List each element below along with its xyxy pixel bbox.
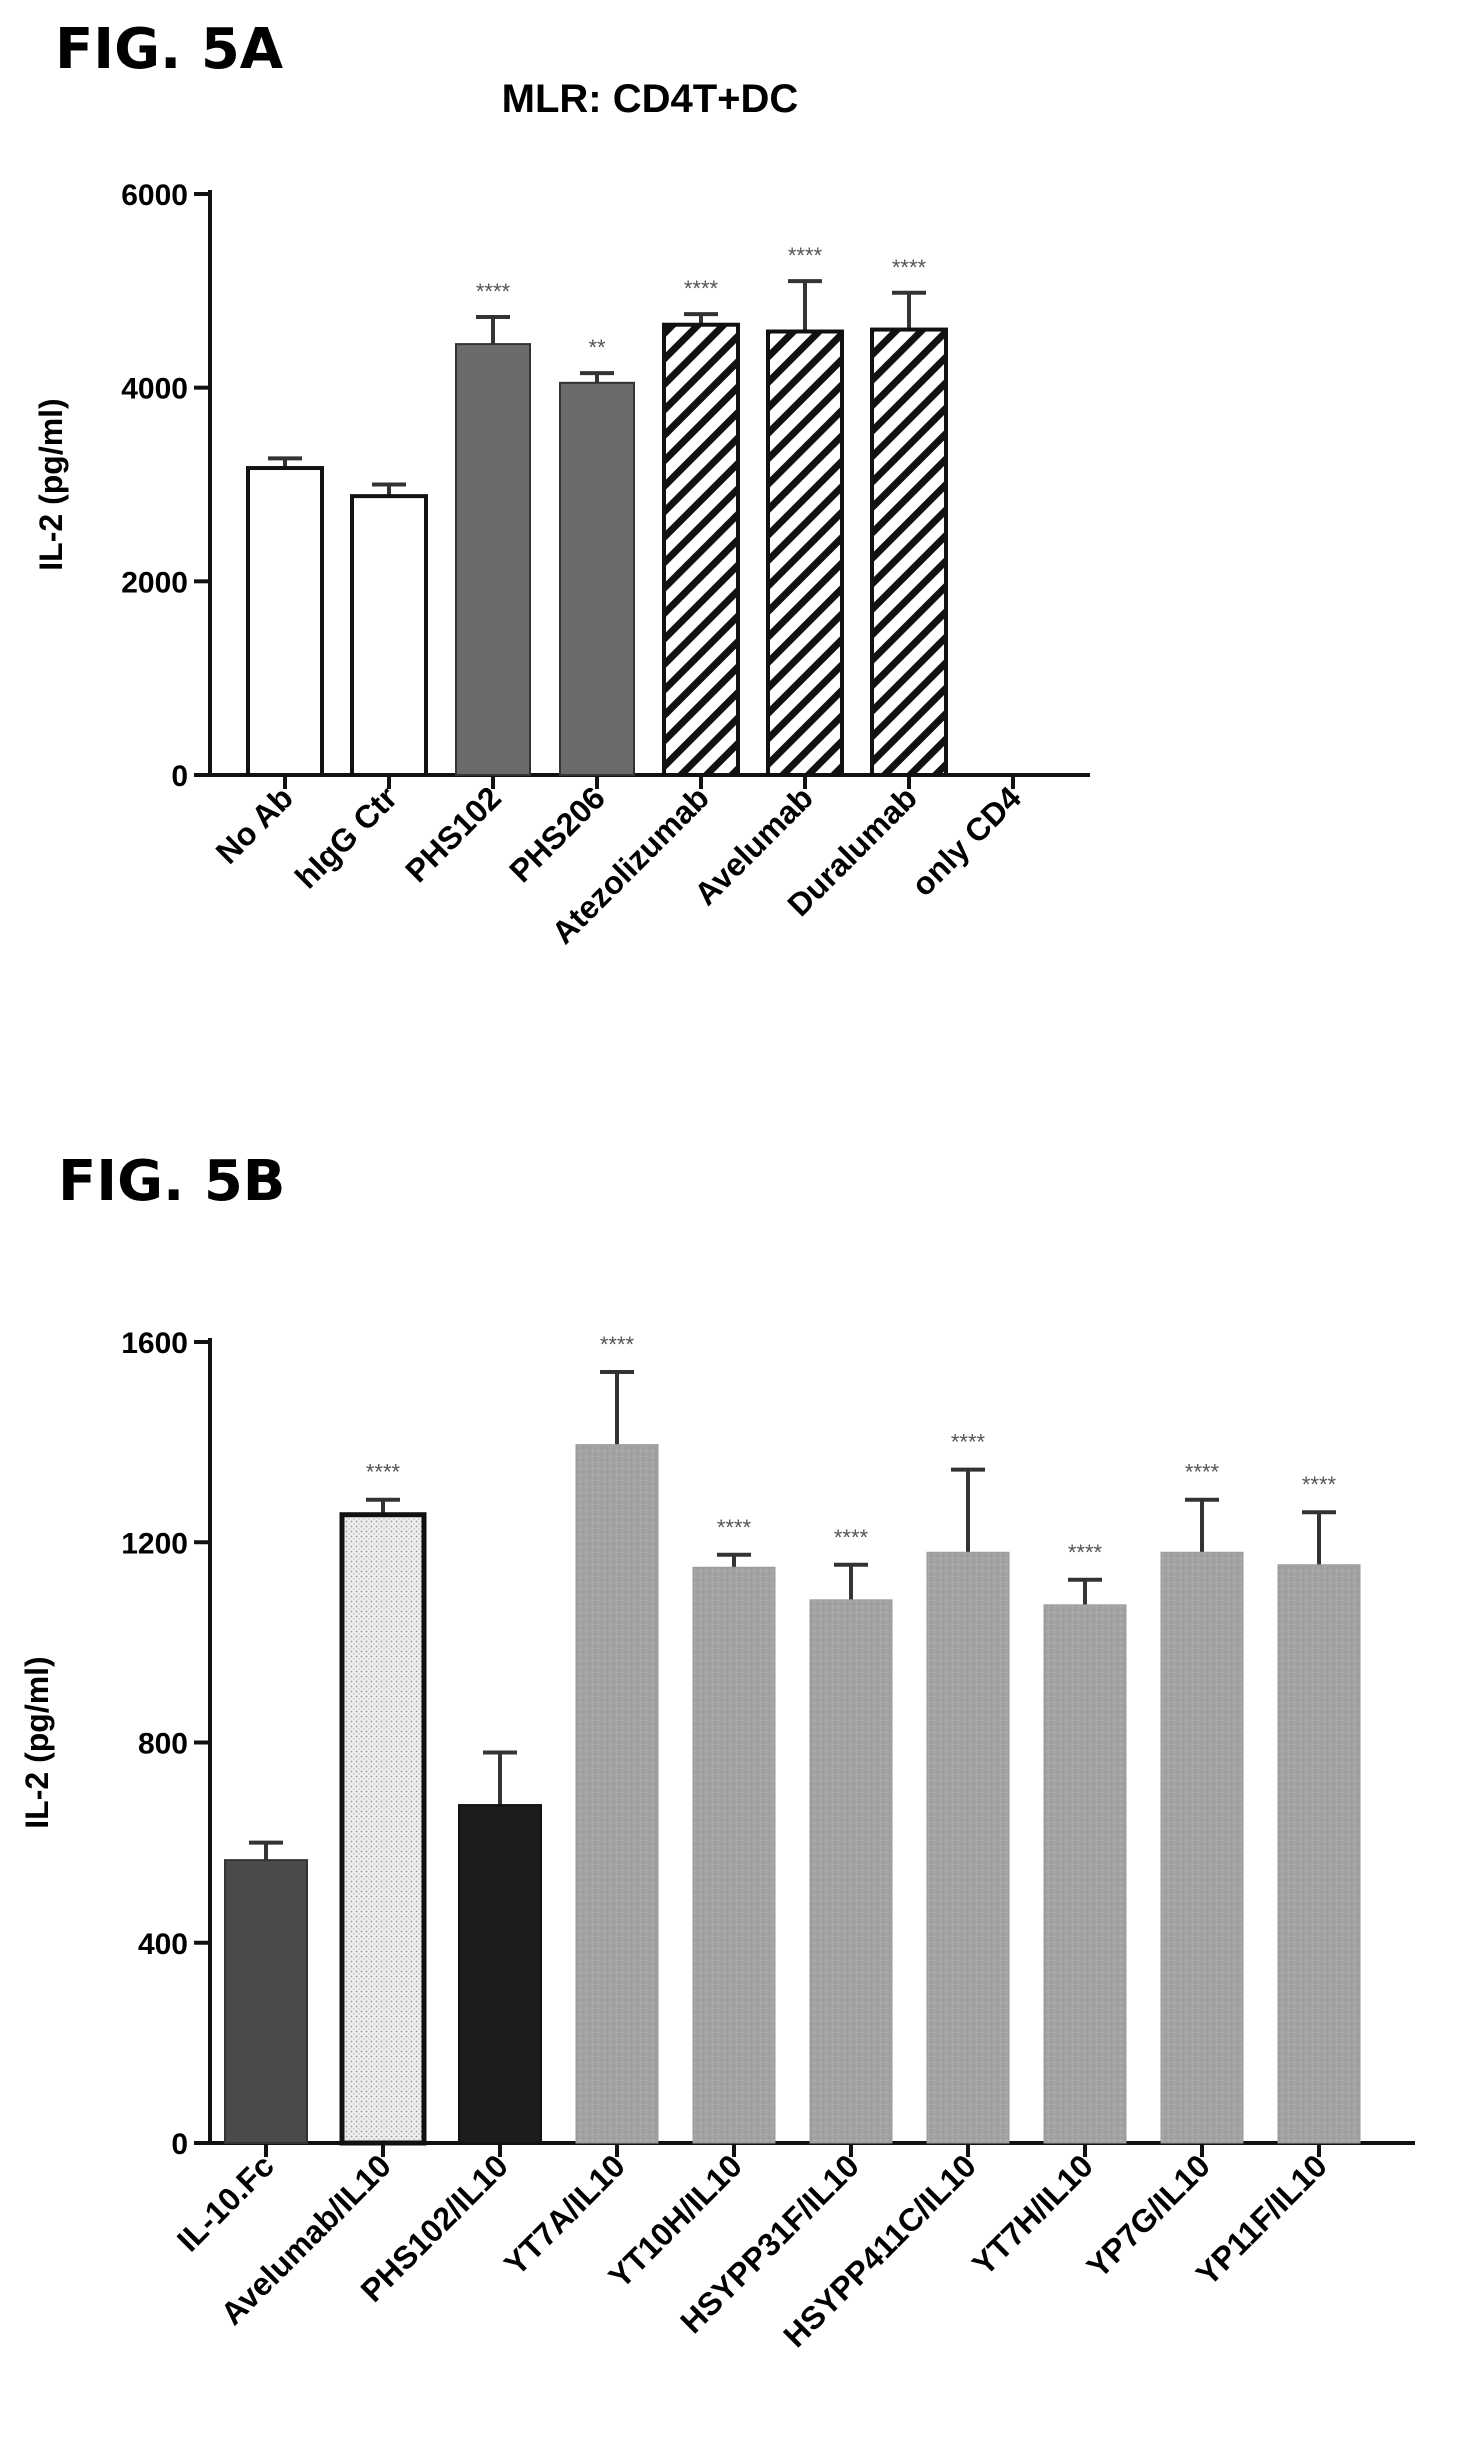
y-tick-label-0: 0 [171,760,188,793]
y-tick-label-800: 800 [138,1728,188,1761]
bar-phs102-il10 [458,1804,542,2144]
y-tick-label-400: 400 [138,1928,188,1961]
category-label-no-ab: No Ab [209,779,300,870]
category-label-hsypp411c-il10: HSYPP411C/IL10 [776,2147,983,2354]
significance-hsypp411c-il10: **** [951,1430,986,1455]
significance-yt10h-il10: **** [717,1515,752,1540]
y-tick-label-1600: 1600 [121,1327,188,1360]
y-axis-label: IL-2 (pg/ml) [33,398,69,570]
bar-avelumab [766,329,844,777]
chart-5b: IL-2 (pg/ml)040080012001600IL-10.Fc****A… [19,1327,1415,2354]
bar-phs206 [559,381,635,776]
bar-yp7g-il10 [1160,1551,1244,2144]
chart-title: MLR: CD4T+DC [502,77,799,121]
category-label-only-cd4: only CD4 [904,779,1028,903]
category-label-phs206: PHS206 [502,779,612,889]
y-tick-label-0: 0 [171,2128,188,2161]
y-tick-label-2000: 2000 [121,566,188,599]
significance-yt7a-il10: **** [600,1332,635,1357]
bar-yt7a-il10 [575,1444,659,2144]
y-axis-label: IL-2 (pg/ml) [19,1656,55,1828]
bar-phs102 [455,343,531,776]
bar-atezolizumab [662,322,740,777]
category-label-phs102: PHS102 [398,779,508,889]
category-label-yt7h-il10: YT7H/IL10 [965,2147,1100,2282]
significance-avelumab: **** [788,243,823,268]
category-label-higg-ctr: hIgG Ctr [288,779,404,895]
significance-hsypp31f-il10: **** [834,1525,869,1550]
bar-no-ab [246,466,324,777]
y-tick-label-6000: 6000 [121,179,188,212]
significance-yp7g-il10: **** [1185,1460,1220,1485]
category-label-il-10-fc: IL-10.Fc [170,2147,281,2258]
significance-atezolizumab: **** [684,276,719,301]
bar-higg-ctr [350,494,428,777]
figure-label-5b: FIG. 5B [58,1149,285,1214]
bar-il-10-fc [224,1859,308,2144]
significance-yt7h-il10: **** [1068,1540,1103,1565]
bar-yp11f-il10 [1277,1564,1361,2144]
chart-5a: MLR: CD4T+DC IL-2 (pg/ml) 0 2000 4000 6000 No … [33,77,1090,951]
bar-hsypp31f-il10 [809,1599,893,2144]
significance-avelumab-il10: **** [366,1460,401,1485]
bar-duralumab [870,327,948,777]
significance-duralumab: **** [892,255,927,280]
bar-avelumab-il10 [339,1512,427,2146]
bar-yt7h-il10 [1043,1604,1127,2144]
y-tick-label-4000: 4000 [121,373,188,406]
significance-phs206: ** [588,335,606,360]
figure-label-5a: FIG. 5A [55,17,284,82]
significance-phs102: **** [476,279,511,304]
bar-hsypp411c-il10 [926,1551,1010,2144]
bar-yt10h-il10 [692,1566,776,2144]
significance-yp11f-il10: **** [1302,1472,1337,1497]
y-tick-label-1200: 1200 [121,1527,188,1560]
